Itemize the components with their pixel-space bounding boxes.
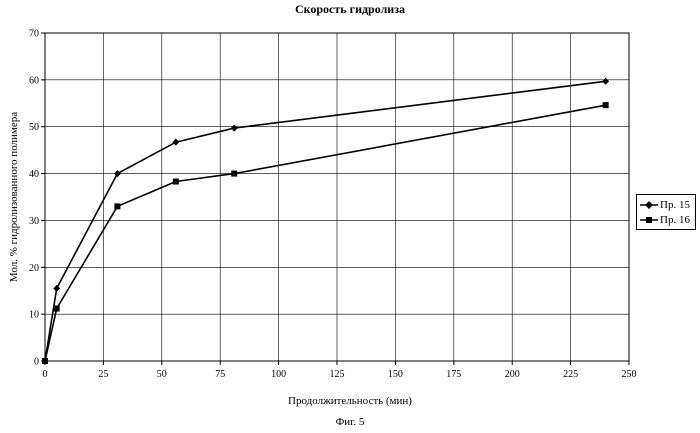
legend-item-series-1: Пр. 15 — [640, 198, 690, 212]
data-point — [231, 125, 238, 132]
y-tick-label: 60 — [29, 75, 39, 86]
series-line — [45, 105, 606, 361]
data-point — [53, 285, 60, 292]
x-tick-label: 225 — [563, 369, 578, 380]
data-point — [231, 171, 237, 177]
y-tick-label: 10 — [29, 310, 39, 321]
y-tick-label: 40 — [29, 169, 39, 180]
x-tick-label: 100 — [271, 369, 286, 380]
y-axis-ticks: 0 10 20 30 40 50 60 70 — [29, 29, 45, 368]
legend-marker-diamond — [640, 200, 658, 210]
data-point — [602, 78, 609, 85]
x-tick-label: 75 — [215, 369, 225, 380]
x-tick-label: 50 — [157, 369, 167, 380]
x-axis-label: Продолжительность (мин) — [0, 395, 700, 407]
data-point — [603, 102, 609, 108]
y-tick-label: 30 — [29, 216, 39, 227]
x-tick-label: 150 — [388, 369, 403, 380]
y-axis-label: Мол. % гидролизованного полимера — [8, 112, 20, 282]
series-group — [42, 78, 610, 365]
data-point — [173, 179, 179, 185]
legend-label-series-2: Пр. 16 — [660, 214, 690, 226]
legend-marker-square — [640, 215, 658, 225]
x-tick-label: 25 — [98, 369, 108, 380]
series-2 — [42, 102, 609, 364]
x-tick-label: 0 — [43, 369, 48, 380]
figure-caption: Фиг. 5 — [0, 416, 700, 428]
legend: Пр. 15 Пр. 16 — [636, 194, 696, 230]
x-tick-label: 175 — [446, 369, 461, 380]
data-point — [172, 139, 179, 146]
y-tick-label: 70 — [29, 29, 39, 40]
data-point — [114, 203, 120, 209]
legend-label-series-1: Пр. 15 — [660, 199, 690, 211]
legend-item-series-2: Пр. 16 — [640, 213, 690, 227]
series-line — [45, 81, 606, 361]
data-point — [42, 358, 48, 364]
x-tick-label: 250 — [622, 369, 637, 380]
data-point — [54, 306, 60, 312]
y-tick-label: 0 — [34, 357, 39, 368]
x-tick-label: 125 — [330, 369, 345, 380]
data-point — [114, 170, 121, 177]
y-tick-label: 50 — [29, 122, 39, 133]
x-tick-label: 200 — [505, 369, 520, 380]
y-tick-label: 20 — [29, 263, 39, 274]
x-axis-ticks: 0 25 50 75 100 125 150 175 200 225 250 — [43, 361, 637, 380]
gridlines — [45, 33, 629, 361]
